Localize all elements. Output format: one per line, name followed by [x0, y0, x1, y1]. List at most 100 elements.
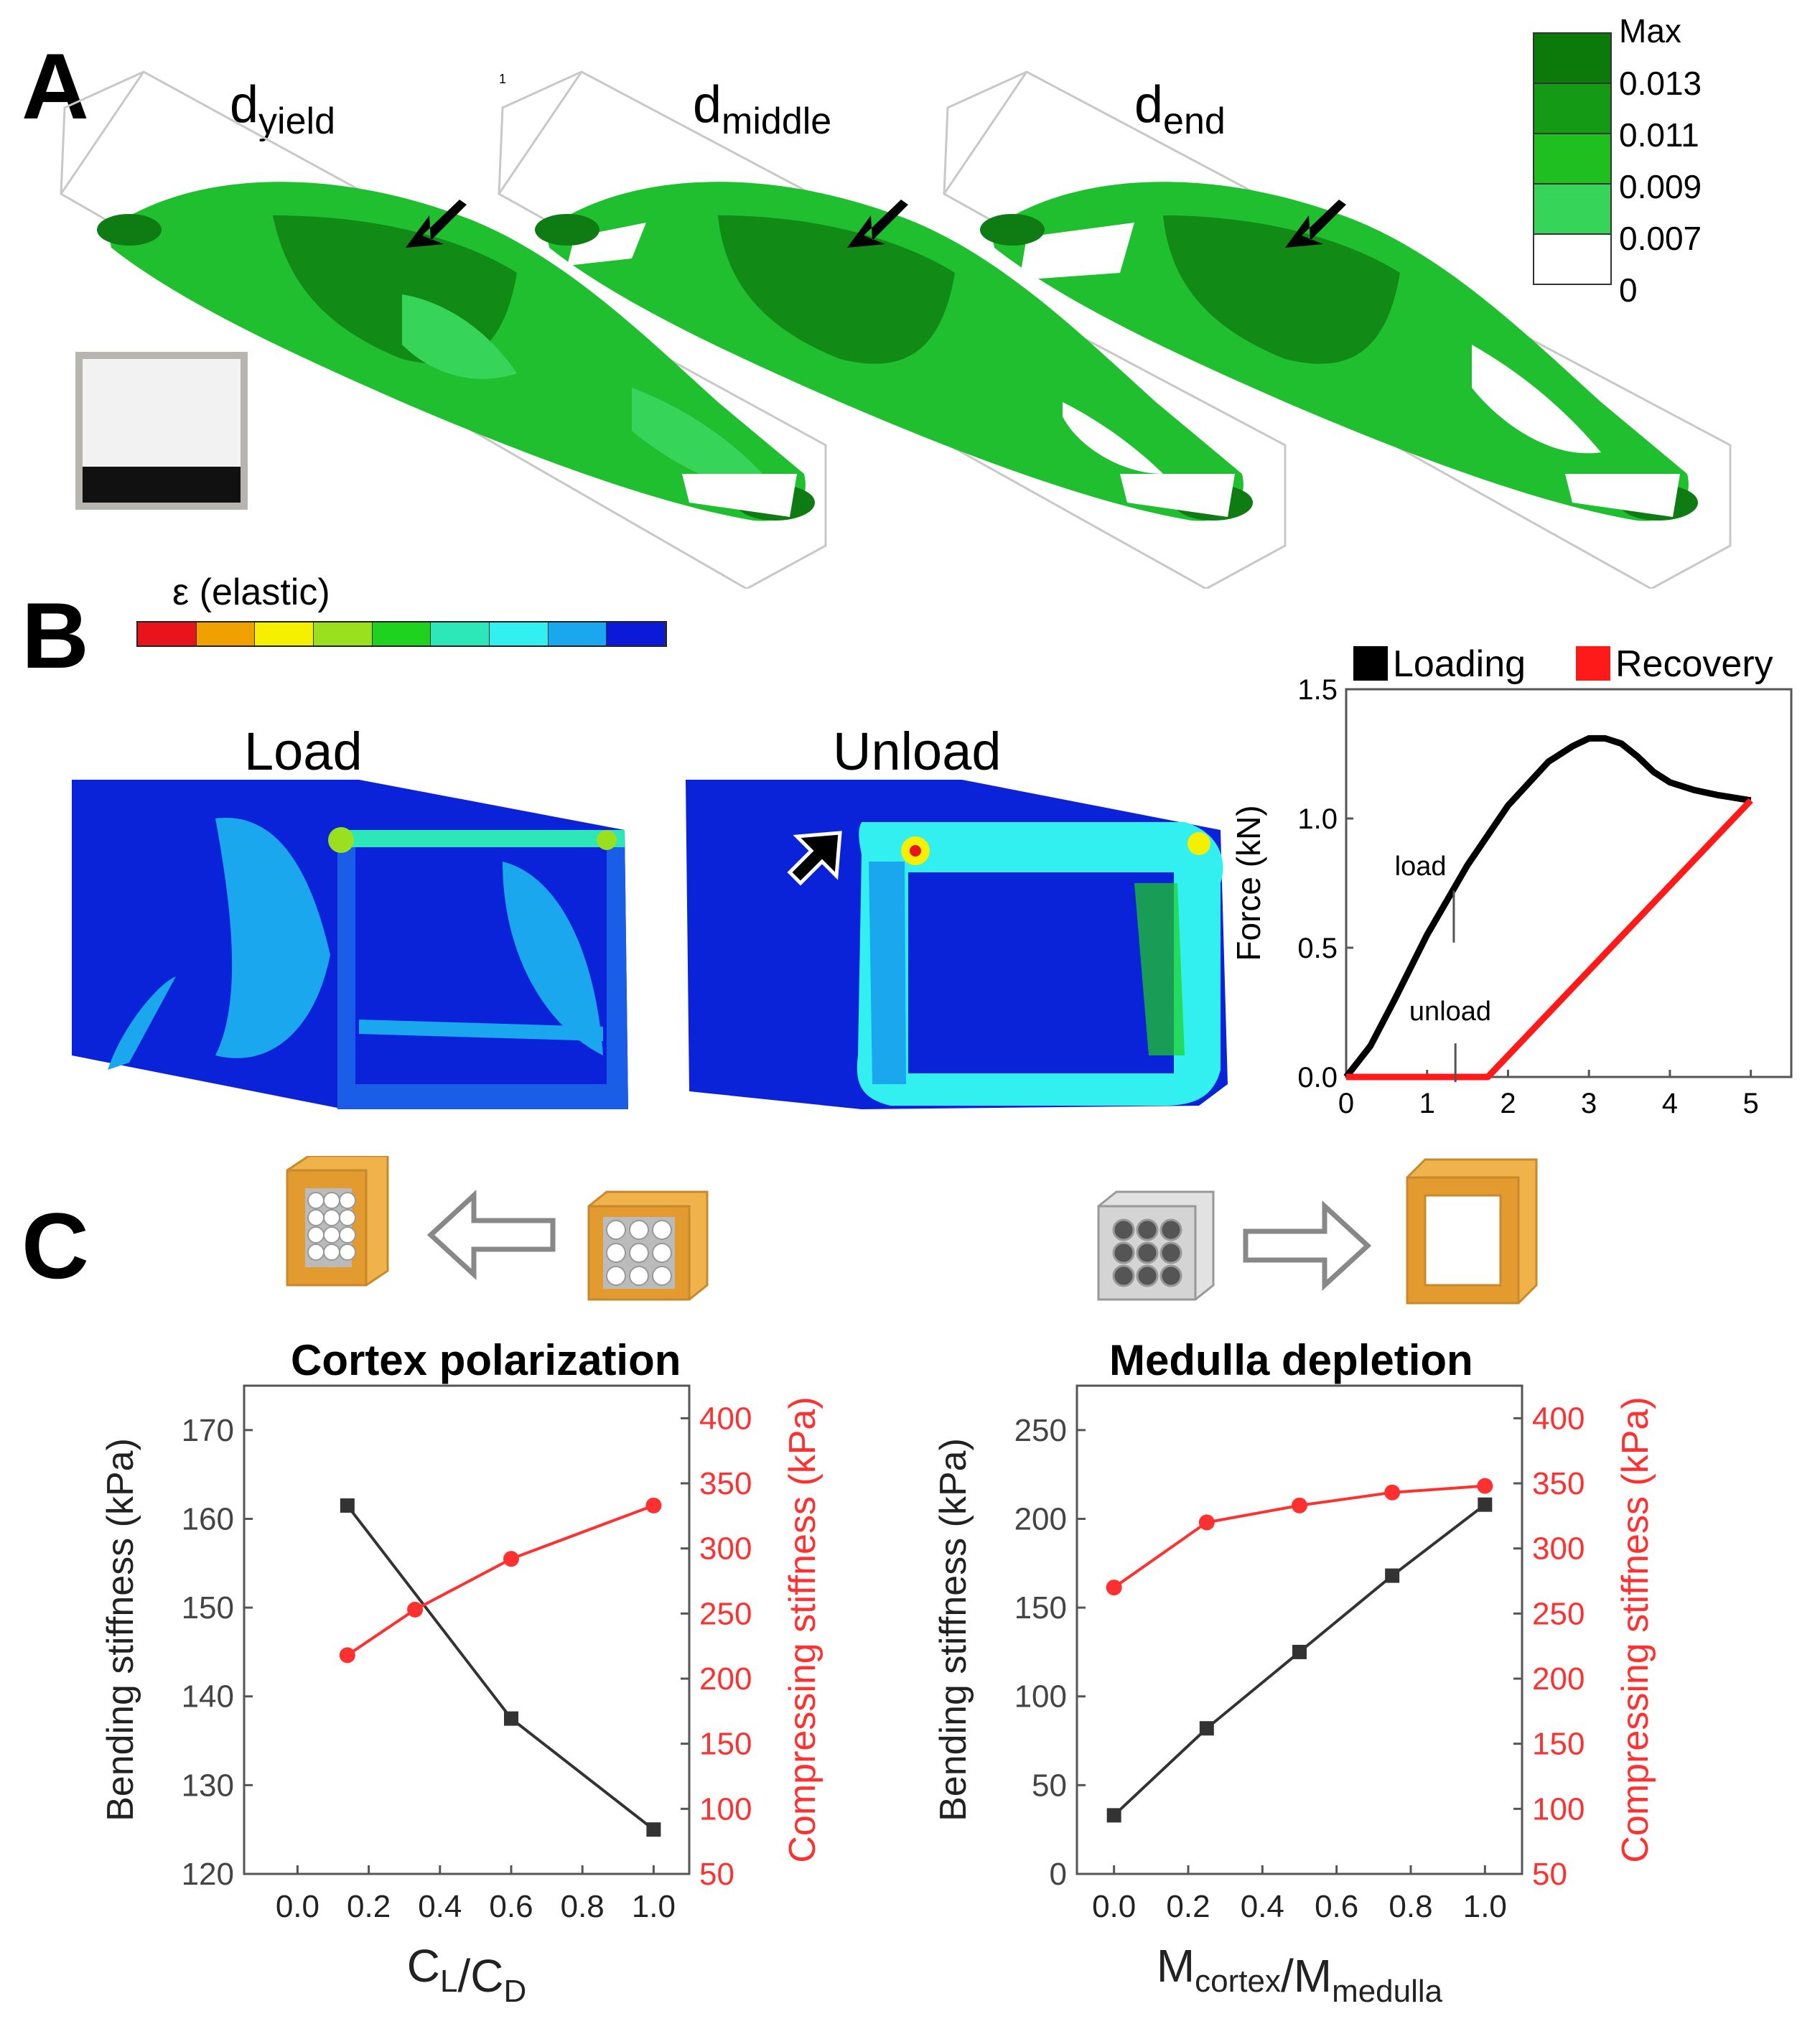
x-label-base: /M	[1281, 1950, 1332, 2002]
legend-swatch	[1533, 233, 1612, 285]
x-tick-label: 1.0	[1463, 1889, 1507, 1924]
x-tick-label: 1.0	[632, 1889, 676, 1924]
x-tick-label: 0.8	[561, 1889, 605, 1924]
plot-frame	[243, 1384, 691, 1875]
y-tick-label: 120	[182, 1857, 234, 1892]
panel-a-letter: A	[22, 34, 89, 139]
y-tick-label: 140	[182, 1679, 234, 1715]
bending-data-point	[1385, 1568, 1400, 1583]
colorbar-segment	[314, 622, 373, 645]
colorbar-segment	[372, 622, 431, 645]
force-chart: 0 1 2 3 4 5 0.0 0.5 1.0 1.5 Force (kN) Loading Recov…	[1230, 643, 1793, 1119]
compressing-data-point	[503, 1551, 519, 1567]
title-d-middle: dmiddle	[693, 79, 831, 140]
y2-tick-label: 300	[1532, 1531, 1585, 1567]
title-sub: yield	[258, 101, 335, 142]
colorbar-segment	[607, 622, 666, 645]
x-label-base: C	[407, 1940, 440, 1992]
fea-load-box	[72, 780, 628, 1109]
y-tick-label: 1.5	[1297, 674, 1338, 706]
colorbar-title: ε (elastic)	[172, 572, 330, 613]
unload-title: Unload	[833, 722, 1002, 781]
x-label-sub: L	[440, 1964, 457, 1999]
y-axis-label: Bending stiffness (kPa)	[933, 1438, 974, 1822]
legend-swatch	[1533, 83, 1612, 134]
y2-tick-label: 300	[699, 1531, 752, 1567]
y-tick-label: 1.0	[1297, 803, 1338, 835]
stray-mark: 1	[499, 72, 507, 86]
y2-tick-label: 50	[1532, 1857, 1567, 1892]
y-axis-label: Force (kN)	[1230, 805, 1267, 961]
colorbar-segment	[138, 622, 197, 645]
y2-tick-label: 250	[1532, 1596, 1585, 1631]
x-label-sub: medulla	[1332, 1974, 1443, 2009]
fea-renderings	[72, 780, 1228, 1109]
y-tick-label: 100	[1014, 1679, 1067, 1715]
bending-data-point	[1199, 1721, 1214, 1736]
colorbar-segment	[548, 622, 607, 645]
compressing-data-point	[1477, 1478, 1493, 1494]
y2-tick-label: 400	[699, 1401, 752, 1436]
x-label-base: M	[1157, 1940, 1195, 1992]
y2-tick-label: 400	[1532, 1401, 1585, 1436]
panel-c-letter: C	[22, 1193, 89, 1298]
legend-swatch	[1576, 646, 1610, 681]
compressing-series-line	[346, 1503, 655, 1657]
y-tick-label: 130	[182, 1768, 234, 1803]
title-base: d	[1134, 76, 1164, 134]
bending-data-point	[646, 1822, 661, 1837]
legend-swatch	[1533, 32, 1612, 84]
compressing-data-point	[1384, 1484, 1401, 1501]
y2-axis-label: Compressing stiffness (kPa)	[1615, 1396, 1656, 1862]
x-tick-label: 0.6	[1315, 1889, 1358, 1924]
x-tick-label: 0.0	[1092, 1889, 1136, 1924]
y2-axis-label: Compressing stiffness (kPa)	[782, 1396, 823, 1862]
legend-label: Max	[1619, 12, 1681, 50]
arrow-left-icon	[426, 1190, 556, 1280]
x-axis-label: Mcortex/Mmedulla	[1157, 1940, 1443, 2009]
bending-series-line	[1113, 1503, 1486, 1816]
y2-tick-label: 100	[699, 1791, 752, 1827]
x-tick-label: 5	[1743, 1088, 1759, 1119]
medulla-chart: 0.0 0.2 0.4 0.6 0.8 1.0 0 50 100 150 200 250 50 100 15…	[933, 1384, 1656, 2009]
panel-a-beams	[60, 70, 1732, 589]
arrow-icon	[406, 200, 467, 248]
beam-d-middle	[498, 70, 1287, 589]
legend-label: 0.011	[1619, 116, 1699, 154]
x-tick-label: 0.8	[1389, 1889, 1432, 1924]
x-tick-label: 0.2	[347, 1889, 391, 1924]
bending-data-point	[504, 1711, 518, 1726]
arrow-right-icon	[1243, 1200, 1372, 1291]
colorbar	[136, 621, 667, 647]
y2-tick-label: 150	[1532, 1727, 1585, 1762]
title-d-end: dend	[1134, 79, 1226, 140]
compressing-data-point	[407, 1601, 424, 1618]
colorbar-segment	[490, 622, 549, 645]
legend-label: 0.013	[1619, 65, 1702, 102]
x-label-sub: cortex	[1195, 1964, 1281, 1999]
x-tick-label: 0.4	[1241, 1889, 1284, 1924]
x-tick-label: 1	[1419, 1088, 1435, 1119]
plot-frame	[1345, 688, 1793, 1078]
y2-tick-label: 200	[699, 1661, 752, 1697]
medulla-depletion-title: Medulla depletion	[1109, 1336, 1473, 1384]
compressing-data-point	[1292, 1497, 1307, 1513]
y-tick-label: 150	[1014, 1590, 1067, 1625]
cube-polarized-icon	[286, 1156, 389, 1287]
legend-label: Recovery	[1615, 643, 1773, 685]
y-tick-label: 170	[182, 1413, 234, 1448]
cross-section-fill	[83, 467, 241, 503]
y-tick-label: 160	[182, 1501, 234, 1536]
y2-tick-label: 250	[699, 1596, 752, 1631]
panel-c-icons	[286, 1156, 1538, 1305]
bending-series-line	[346, 1504, 655, 1831]
bending-data-point	[1106, 1808, 1121, 1823]
compressing-data-point	[1198, 1514, 1215, 1531]
x-tick-label: 2	[1500, 1088, 1516, 1119]
beam-d-end	[943, 70, 1732, 589]
arrow-icon	[787, 831, 842, 886]
y-tick-label: 50	[1032, 1768, 1067, 1803]
x-tick-label: 0.6	[489, 1889, 533, 1924]
y-tick-label: 0.5	[1297, 933, 1338, 964]
colorbar-segment	[431, 622, 490, 645]
